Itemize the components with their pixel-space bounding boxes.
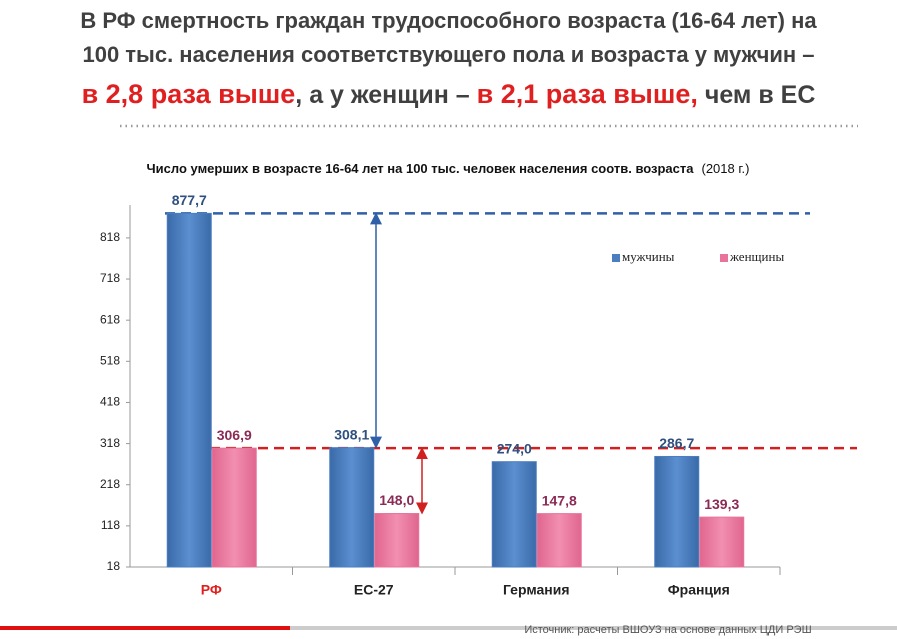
y-tick-label: 618 bbox=[100, 312, 120, 326]
y-tick-label: 218 bbox=[100, 477, 120, 491]
x-tick-label: РФ bbox=[201, 582, 222, 598]
source-note: Источник: расчеты ВШОУЗ на основе данных… bbox=[524, 624, 811, 636]
bar bbox=[491, 461, 537, 568]
value-label: 308,1 bbox=[334, 426, 369, 442]
value-label: 148,0 bbox=[379, 492, 414, 508]
bar bbox=[536, 513, 582, 568]
chart-title-text: Число умерших в возрасте 16-64 лет на 10… bbox=[147, 161, 695, 176]
chart-subtitle: (2018 г.) bbox=[702, 161, 750, 176]
y-tick-label: 318 bbox=[100, 436, 120, 450]
bar bbox=[166, 212, 212, 568]
highlight: в 2,8 раза выше bbox=[81, 79, 296, 109]
legend-swatch bbox=[612, 254, 620, 262]
headline-line: в 2,8 раза выше, а у женщин – в 2,1 раза… bbox=[0, 74, 897, 115]
value-label: 306,9 bbox=[217, 427, 252, 443]
bar bbox=[211, 447, 257, 568]
y-tick-label: 518 bbox=[100, 353, 120, 367]
value-label: 877,7 bbox=[172, 192, 207, 208]
legend-label: мужчины bbox=[622, 249, 675, 264]
value-label: 139,3 bbox=[704, 496, 739, 512]
value-label: 286,7 bbox=[659, 435, 694, 451]
chart-title: Число умерших в возрасте 16-64 лет на 10… bbox=[147, 161, 750, 176]
y-tick-label: 18 bbox=[107, 559, 121, 573]
highlight: в 2,1 раза выше, bbox=[476, 79, 698, 109]
y-tick-label: 818 bbox=[100, 230, 120, 244]
headline-line: 100 тыс. населения соответствующего пола… bbox=[82, 42, 815, 67]
y-tick-label: 418 bbox=[100, 395, 120, 409]
headline-line: В РФ смертность граждан трудоспособного … bbox=[80, 8, 817, 33]
bar bbox=[654, 455, 700, 568]
value-label: 147,8 bbox=[542, 492, 577, 508]
x-tick-label: Франция bbox=[668, 582, 730, 598]
value-label: 274,0 bbox=[497, 440, 532, 456]
headline-text: чем в ЕС bbox=[697, 81, 816, 109]
bar bbox=[329, 447, 375, 568]
progress-bar bbox=[0, 626, 290, 630]
y-tick-label: 718 bbox=[100, 271, 120, 285]
legend-swatch bbox=[720, 254, 728, 262]
progress-track bbox=[0, 626, 897, 630]
x-tick-label: ЕС-27 bbox=[354, 582, 394, 598]
headline: В РФ смертность граждан трудоспособного … bbox=[0, 0, 897, 115]
headline-text: , а у женщин – bbox=[295, 81, 477, 109]
x-tick-label: Германия bbox=[503, 582, 570, 598]
bar bbox=[699, 516, 745, 568]
y-tick-label: 118 bbox=[101, 518, 120, 532]
bar bbox=[374, 513, 420, 568]
legend-label: женщины bbox=[729, 249, 784, 264]
